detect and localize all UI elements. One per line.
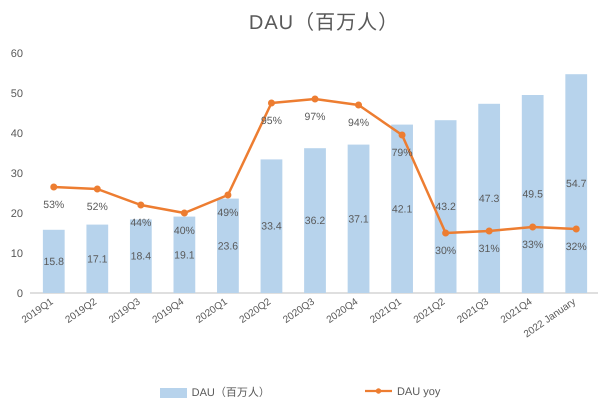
svg-text:36.2: 36.2 xyxy=(305,215,326,227)
svg-text:94%: 94% xyxy=(348,117,369,129)
svg-text:32%: 32% xyxy=(566,241,587,253)
svg-text:2019Q3: 2019Q3 xyxy=(107,296,143,326)
svg-text:53%: 53% xyxy=(43,199,64,211)
svg-text:2020Q4: 2020Q4 xyxy=(325,296,361,326)
svg-text:97%: 97% xyxy=(304,111,325,123)
svg-text:2021Q3: 2021Q3 xyxy=(455,296,491,326)
svg-text:49%: 49% xyxy=(217,207,238,219)
svg-text:52%: 52% xyxy=(87,201,108,213)
svg-text:18.4: 18.4 xyxy=(131,251,152,263)
svg-text:15.8: 15.8 xyxy=(44,256,65,268)
svg-text:54.7: 54.7 xyxy=(566,178,587,190)
svg-text:30: 30 xyxy=(11,168,23,180)
svg-text:37.1: 37.1 xyxy=(348,213,369,225)
svg-text:2020Q1: 2020Q1 xyxy=(194,296,230,326)
svg-text:2019Q2: 2019Q2 xyxy=(64,296,100,326)
svg-text:2019Q1: 2019Q1 xyxy=(20,296,56,326)
svg-text:23.6: 23.6 xyxy=(218,240,239,252)
svg-text:60: 60 xyxy=(11,48,23,60)
svg-text:79%: 79% xyxy=(392,147,413,159)
svg-text:0: 0 xyxy=(17,288,23,300)
svg-text:47.3: 47.3 xyxy=(479,193,500,205)
svg-text:42.1: 42.1 xyxy=(392,203,413,215)
svg-text:2021Q1: 2021Q1 xyxy=(368,296,404,326)
svg-text:95%: 95% xyxy=(261,115,282,127)
svg-text:40: 40 xyxy=(11,128,23,140)
svg-text:49.5: 49.5 xyxy=(522,189,543,201)
svg-text:43.2: 43.2 xyxy=(435,201,456,213)
svg-text:2019Q4: 2019Q4 xyxy=(151,296,187,326)
svg-text:2020Q3: 2020Q3 xyxy=(281,296,317,326)
svg-text:44%: 44% xyxy=(130,217,151,229)
svg-text:17.1: 17.1 xyxy=(87,253,108,265)
svg-text:33.4: 33.4 xyxy=(261,221,282,233)
svg-text:33%: 33% xyxy=(522,239,543,251)
svg-text:2021Q2: 2021Q2 xyxy=(412,296,448,326)
svg-text:30%: 30% xyxy=(435,245,456,257)
svg-text:20: 20 xyxy=(11,208,23,220)
svg-text:50: 50 xyxy=(11,88,23,100)
svg-text:19.1: 19.1 xyxy=(174,249,195,261)
svg-text:31%: 31% xyxy=(479,243,500,255)
svg-text:10: 10 xyxy=(11,248,23,260)
svg-text:40%: 40% xyxy=(174,225,195,237)
svg-text:2021Q4: 2021Q4 xyxy=(499,296,535,326)
svg-text:2020Q2: 2020Q2 xyxy=(238,296,274,326)
